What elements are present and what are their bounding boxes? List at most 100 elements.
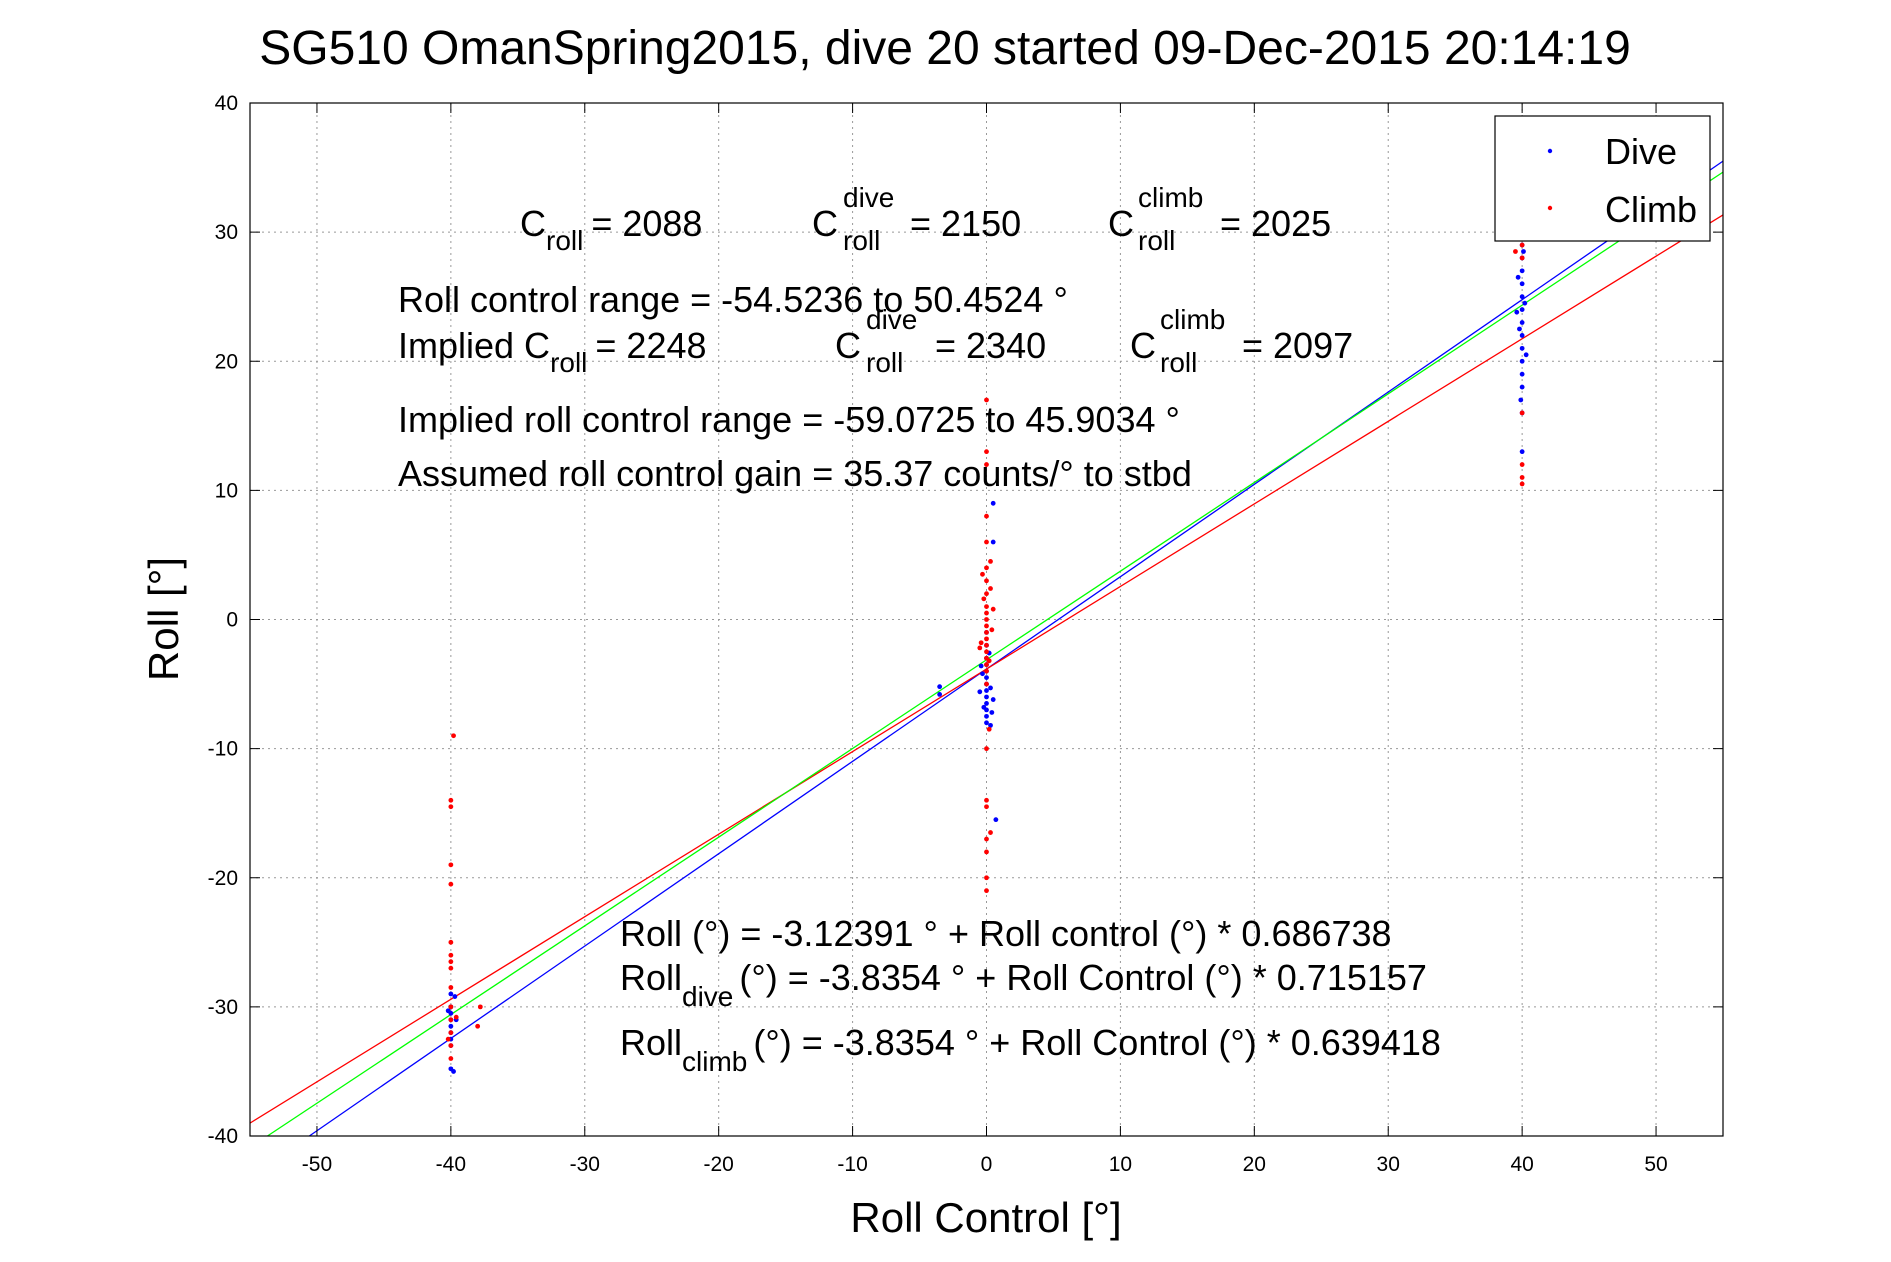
point-dive <box>1517 326 1522 332</box>
legend-dive-label: Dive <box>1605 131 1677 172</box>
legend-climb-label: Climb <box>1605 189 1697 230</box>
point-dive <box>984 713 989 719</box>
point-dive <box>1521 249 1526 254</box>
roll-control-range: Roll control range = -54.5236 to 50.4524… <box>398 279 1068 320</box>
point-climb <box>984 565 989 571</box>
point-climb <box>453 1014 459 1020</box>
point-climb <box>984 804 989 810</box>
point-climb <box>984 623 989 629</box>
point-climb <box>984 849 989 855</box>
point-climb <box>1513 249 1518 254</box>
point-dive <box>448 1023 454 1029</box>
y-tick-label: -40 <box>208 1125 238 1148</box>
point-dive <box>1519 320 1525 325</box>
fit-line <box>308 160 1724 1137</box>
point-climb <box>448 1004 454 1010</box>
point-dive <box>1519 307 1525 312</box>
point-dive <box>988 722 993 728</box>
point-climb <box>984 610 989 616</box>
point-climb <box>1519 462 1525 467</box>
point-climb <box>1519 255 1525 261</box>
point-dive <box>1519 294 1525 300</box>
point-dive <box>984 720 989 726</box>
point-climb <box>984 539 989 545</box>
point-climb <box>988 558 993 564</box>
y-tick-label: 0 <box>226 609 238 632</box>
y-tick-label: 20 <box>215 350 238 373</box>
point-climb <box>978 640 984 646</box>
point-climb <box>984 681 989 687</box>
equation-climb: Rollclimb (°) = -3.8354 ° + Roll Control … <box>620 1022 1441 1077</box>
point-dive <box>993 817 999 823</box>
assumed-gain: Assumed roll control gain = 35.37 counts… <box>398 453 1192 494</box>
point-climb <box>448 959 454 965</box>
point-climb <box>984 462 989 467</box>
point-dive <box>1522 300 1528 306</box>
point-dive <box>977 689 983 695</box>
point-dive <box>981 704 987 710</box>
equation-overall: Roll (°) = -3.12391 ° + Roll control (°)… <box>620 913 1392 954</box>
point-climb <box>475 1023 481 1029</box>
point-dive <box>990 697 996 702</box>
point-climb <box>984 668 989 674</box>
point-dive <box>1523 352 1529 358</box>
point-climb <box>984 642 989 648</box>
point-dive <box>988 685 993 691</box>
y-tick-label: 40 <box>215 92 238 115</box>
point-dive <box>984 694 989 700</box>
point-climb <box>984 662 989 668</box>
point-dive <box>448 991 454 997</box>
legend-dive-marker <box>1547 148 1553 154</box>
legend-climb-marker <box>1547 205 1553 211</box>
point-climb <box>984 649 989 655</box>
point-dive <box>1519 449 1525 455</box>
point-climb <box>988 586 993 591</box>
point-climb <box>984 604 989 609</box>
point-dive <box>978 663 984 669</box>
point-dive <box>445 1008 451 1014</box>
y-tick-label: -20 <box>208 867 238 890</box>
x-tick-label: -50 <box>302 1153 332 1176</box>
point-climb <box>984 746 989 752</box>
x-tick-label: -20 <box>704 1153 734 1176</box>
point-climb <box>477 1004 483 1010</box>
point-dive <box>937 684 943 690</box>
y-tick-label: -30 <box>208 996 238 1019</box>
legend: Dive Climb <box>1494 115 1711 242</box>
point-climb <box>448 965 454 971</box>
point-climb <box>448 862 454 868</box>
point-climb <box>1519 242 1525 248</box>
data-points <box>445 216 1529 1074</box>
point-dive <box>984 688 989 693</box>
point-dive <box>1519 358 1525 364</box>
point-climb <box>984 578 989 584</box>
y-tick-label: -10 <box>208 738 238 761</box>
point-climb <box>981 596 987 602</box>
point-climb <box>1519 475 1525 480</box>
point-climb <box>448 881 454 887</box>
x-tick-label: 0 <box>981 1153 993 1176</box>
point-dive <box>1519 333 1525 338</box>
fit-line <box>267 171 1724 1137</box>
point-climb <box>984 397 989 403</box>
point-climb <box>1519 481 1525 487</box>
point-climb <box>448 1017 454 1023</box>
point-dive <box>1515 274 1521 280</box>
point-climb <box>984 836 989 842</box>
x-tick-label: 40 <box>1510 1153 1533 1176</box>
x-tick-label: 30 <box>1377 1153 1400 1176</box>
implied-roll-control-range: Implied roll control range = -59.0725 to… <box>398 399 1180 440</box>
axis-ticks: -50 -40 -30 -20 -10 0 10 20 30 40 50 -40 -30 -20 -10 0 1… <box>208 92 1723 1176</box>
point-dive <box>980 671 985 677</box>
point-dive <box>937 691 943 697</box>
point-climb <box>448 1056 454 1061</box>
point-climb <box>448 939 454 945</box>
point-climb <box>984 636 989 642</box>
point-dive <box>989 710 995 715</box>
point-climb <box>448 804 454 810</box>
point-climb <box>986 658 992 664</box>
point-climb <box>448 1030 454 1036</box>
